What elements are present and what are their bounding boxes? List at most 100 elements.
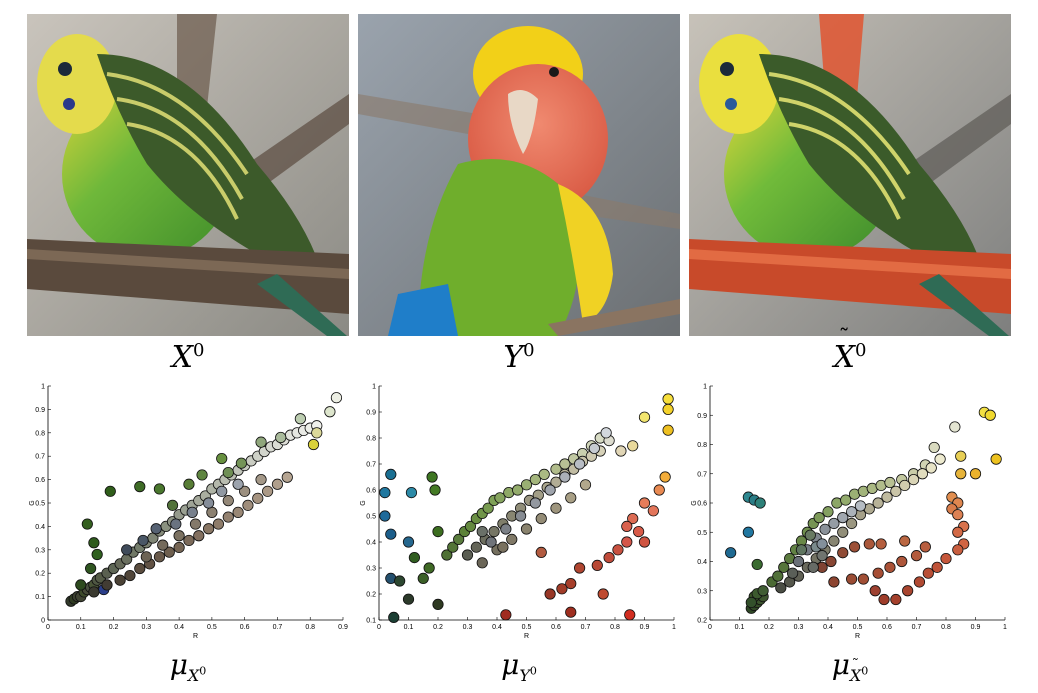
scatter-point: [150, 523, 162, 535]
y-axis-label: G: [360, 500, 367, 505]
scatter-point: [807, 561, 819, 573]
scatter-point: [515, 510, 527, 522]
scatter-point: [134, 481, 146, 493]
scatter-point: [216, 452, 228, 465]
recolored-budgie-photo: [689, 14, 1011, 336]
scatter-point: [990, 453, 1002, 465]
x-tick-label: 0.4: [174, 624, 184, 631]
scatter-point: [379, 510, 391, 522]
scatter-point: [166, 499, 179, 511]
y-tick-label: 0.7: [35, 454, 45, 461]
scatter-point: [778, 561, 790, 573]
x-tick-label: 0.4: [823, 624, 833, 631]
scatter-point: [837, 526, 849, 538]
scatter-point: [825, 555, 837, 568]
x-tick-label: 0.9: [971, 624, 981, 631]
scatter-point: [621, 520, 633, 532]
scatter-point: [157, 539, 169, 551]
photo-y0: [358, 14, 680, 336]
scatter-point: [476, 526, 488, 538]
scatter-point: [910, 550, 923, 562]
y-tick-label: 0.3: [697, 588, 707, 595]
scatter-point: [890, 485, 902, 497]
scatter-point: [907, 474, 920, 486]
scatter-point: [137, 534, 149, 547]
scatter-point: [574, 458, 586, 470]
scatter-point: [330, 392, 343, 404]
scatter-point: [189, 518, 202, 530]
scatter-point: [255, 436, 267, 448]
scatter-point: [212, 518, 225, 530]
scatter-point: [857, 573, 869, 585]
scatter-point: [725, 547, 737, 559]
x-tick-label: 0: [46, 624, 50, 631]
scatter-point: [163, 546, 175, 558]
scatter-point: [134, 562, 146, 575]
scatter-point: [952, 526, 964, 538]
scatter-point: [512, 484, 524, 496]
x-tick-label: 0.7: [273, 624, 283, 631]
y-tick-label: 0.2: [35, 571, 45, 578]
scatter-point: [307, 438, 320, 451]
scatter-point: [559, 471, 571, 483]
scatter-mu-x0: 0 0.1 0.2 0.3 0.4 0.5 0.6 0.7 0.8 0.9 0 0.1 0.2 0.3 0.…: [28, 380, 358, 642]
x-tick-label: 1: [672, 624, 676, 631]
scatter-point: [170, 518, 182, 530]
scatter-point: [875, 538, 887, 550]
scatter-point: [899, 479, 911, 492]
caption-x-tilde-0: ˜ X 0: [689, 326, 1011, 375]
scatter-point: [544, 484, 556, 496]
scatter-point: [627, 440, 639, 452]
scatter-point: [311, 427, 323, 439]
scatter-point: [429, 484, 441, 496]
scatter-point: [795, 544, 808, 556]
scatter-point: [81, 518, 93, 530]
scatter-point: [124, 569, 136, 582]
scatter-point: [919, 541, 931, 553]
scatter-point: [662, 424, 674, 436]
caption-x0-main: X: [171, 340, 193, 375]
x-tick-label: 0: [708, 624, 712, 631]
scatter-point: [574, 562, 586, 574]
scatter-point: [196, 469, 208, 481]
x-tick-label: 0.8: [305, 624, 315, 631]
scatter-point: [193, 530, 205, 542]
y-tick-label: 0.8: [366, 436, 376, 443]
scatter-mu-y0: 0 0.1 0.2 0.3 0.4 0.5 0.6 0.7 0.8 0.9 1 0.1 0.2 0.3 0.…: [359, 380, 689, 642]
y-tick-label: 0.8: [35, 430, 45, 437]
scatter-point: [846, 573, 858, 585]
scatter-point: [754, 497, 766, 509]
x-tick-label: 0.3: [794, 624, 804, 631]
scatter-point: [239, 485, 251, 497]
scatter-point: [638, 536, 651, 548]
scatter-point: [922, 567, 934, 579]
scatter-point: [925, 462, 937, 474]
scatter-point: [816, 550, 828, 562]
scatter-point: [242, 499, 254, 511]
scatter-point: [529, 497, 541, 509]
scatter-point: [255, 474, 267, 486]
scatter-point: [114, 574, 126, 586]
scatter-point: [612, 544, 624, 556]
x-tick-label: 0.6: [551, 624, 561, 631]
x-tick-label: 0.5: [522, 624, 532, 631]
scatter-point: [153, 483, 166, 495]
scatter-point: [597, 588, 609, 600]
scatter-point: [816, 538, 828, 550]
scatter-point: [940, 552, 952, 565]
scatter-point: [751, 558, 763, 571]
scatter-point: [470, 541, 482, 553]
scatter-point: [621, 536, 633, 548]
y-tick-label: 0: [41, 618, 45, 625]
scatter-point: [787, 567, 799, 579]
scatter-point: [828, 576, 840, 588]
caption-mu-y0: μY0: [358, 648, 680, 685]
scatter-point: [262, 485, 274, 497]
scatter-point: [890, 593, 902, 606]
scatter-point: [183, 534, 195, 547]
x-axis-label: R: [193, 633, 198, 640]
scatter-point: [804, 529, 816, 541]
scatter-point: [952, 544, 964, 556]
y-tick-label: 0.6: [35, 477, 45, 484]
scatter-point: [488, 526, 500, 538]
